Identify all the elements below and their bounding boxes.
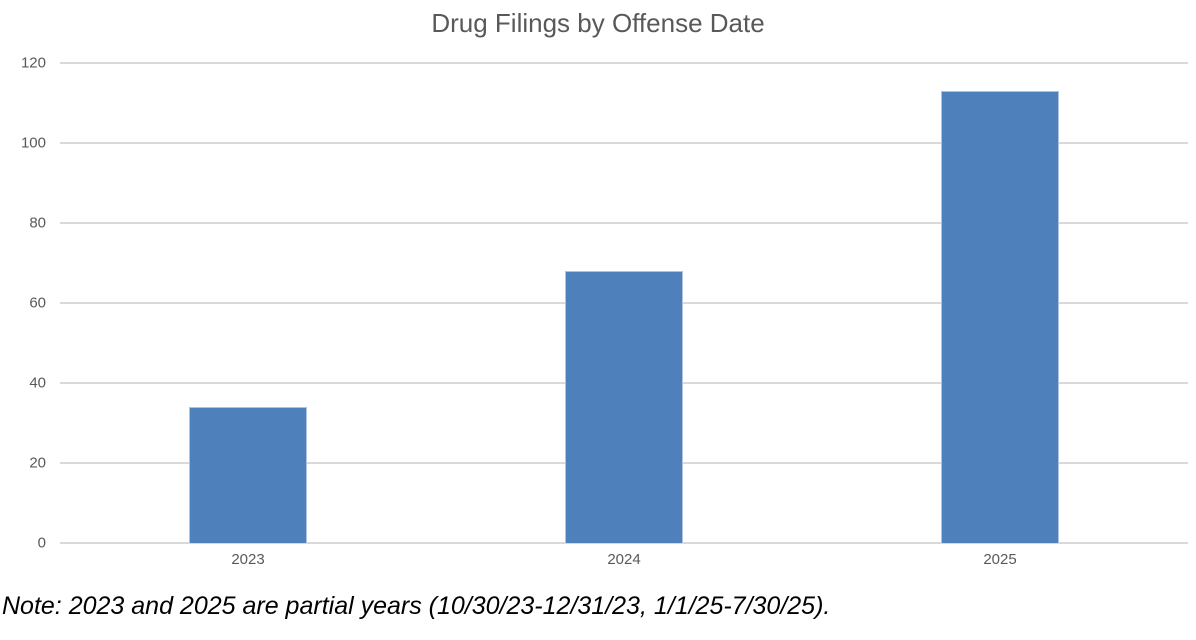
x-tick-label-2023: 2023	[231, 551, 265, 568]
y-tick-label: 0	[37, 534, 46, 552]
chart-note: Note: 2023 and 2025 are partial years (1…	[2, 592, 831, 620]
plot-area	[60, 62, 1188, 544]
gridline-0	[60, 542, 1188, 544]
gridline-120	[60, 62, 1188, 64]
y-tick-label: 60	[29, 294, 46, 312]
x-tick-label-2024: 2024	[607, 551, 641, 568]
gridline-100	[60, 142, 1188, 144]
bar-2025	[941, 91, 1059, 543]
y-tick-label: 100	[20, 134, 46, 152]
x-axis-labels: 2023 2024 2025	[60, 551, 1188, 571]
bar-2024	[565, 271, 683, 543]
x-tick-label-2025: 2025	[983, 551, 1017, 568]
y-tick-label: 120	[20, 54, 46, 72]
bar-2023	[189, 407, 307, 543]
y-tick-label: 80	[29, 214, 46, 232]
chart-title: Drug Filings by Offense Date	[431, 8, 765, 38]
y-axis-labels: 0 20 40 60 80 100 120	[0, 56, 46, 551]
gridline-80	[60, 222, 1188, 225]
y-tick-label: 40	[29, 374, 46, 392]
y-tick-label: 20	[29, 454, 46, 472]
